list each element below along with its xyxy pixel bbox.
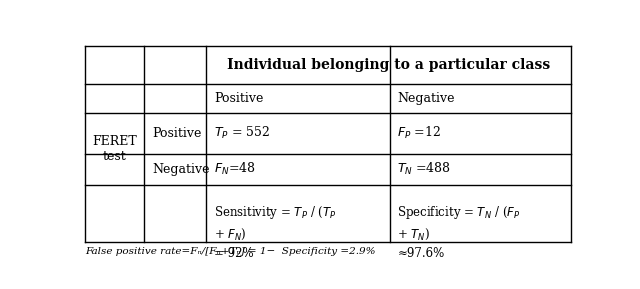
- Text: $T_N$ =488: $T_N$ =488: [397, 161, 451, 177]
- Text: Positive: Positive: [152, 127, 202, 140]
- Text: $T_P$ = 552: $T_P$ = 552: [214, 125, 270, 141]
- Text: FERET
test: FERET test: [92, 135, 137, 163]
- Text: Specificity = $T_N$ / ($F_P$
+ $T_N$)
≈97.6%: Specificity = $T_N$ / ($F_P$ + $T_N$) ≈9…: [397, 204, 521, 260]
- Text: Sensitivity = $T_P$ / ($T_P$
+ $F_N$)
= 92%: Sensitivity = $T_P$ / ($T_P$ + $F_N$) = …: [214, 204, 337, 260]
- Text: Negative: Negative: [152, 163, 209, 176]
- Text: Positive: Positive: [214, 92, 263, 105]
- Text: $F_P$ =12: $F_P$ =12: [397, 125, 442, 141]
- Text: $F_N$=48: $F_N$=48: [214, 161, 255, 177]
- Text: Individual belonging to a particular class: Individual belonging to a particular cla…: [227, 58, 550, 72]
- Text: Negative: Negative: [397, 92, 455, 105]
- Text: False positive rate=Fₙ/[Fₙ+Tₙ] = 1−  Specificity =2.9%: False positive rate=Fₙ/[Fₙ+Tₙ] = 1− Spec…: [85, 247, 376, 256]
